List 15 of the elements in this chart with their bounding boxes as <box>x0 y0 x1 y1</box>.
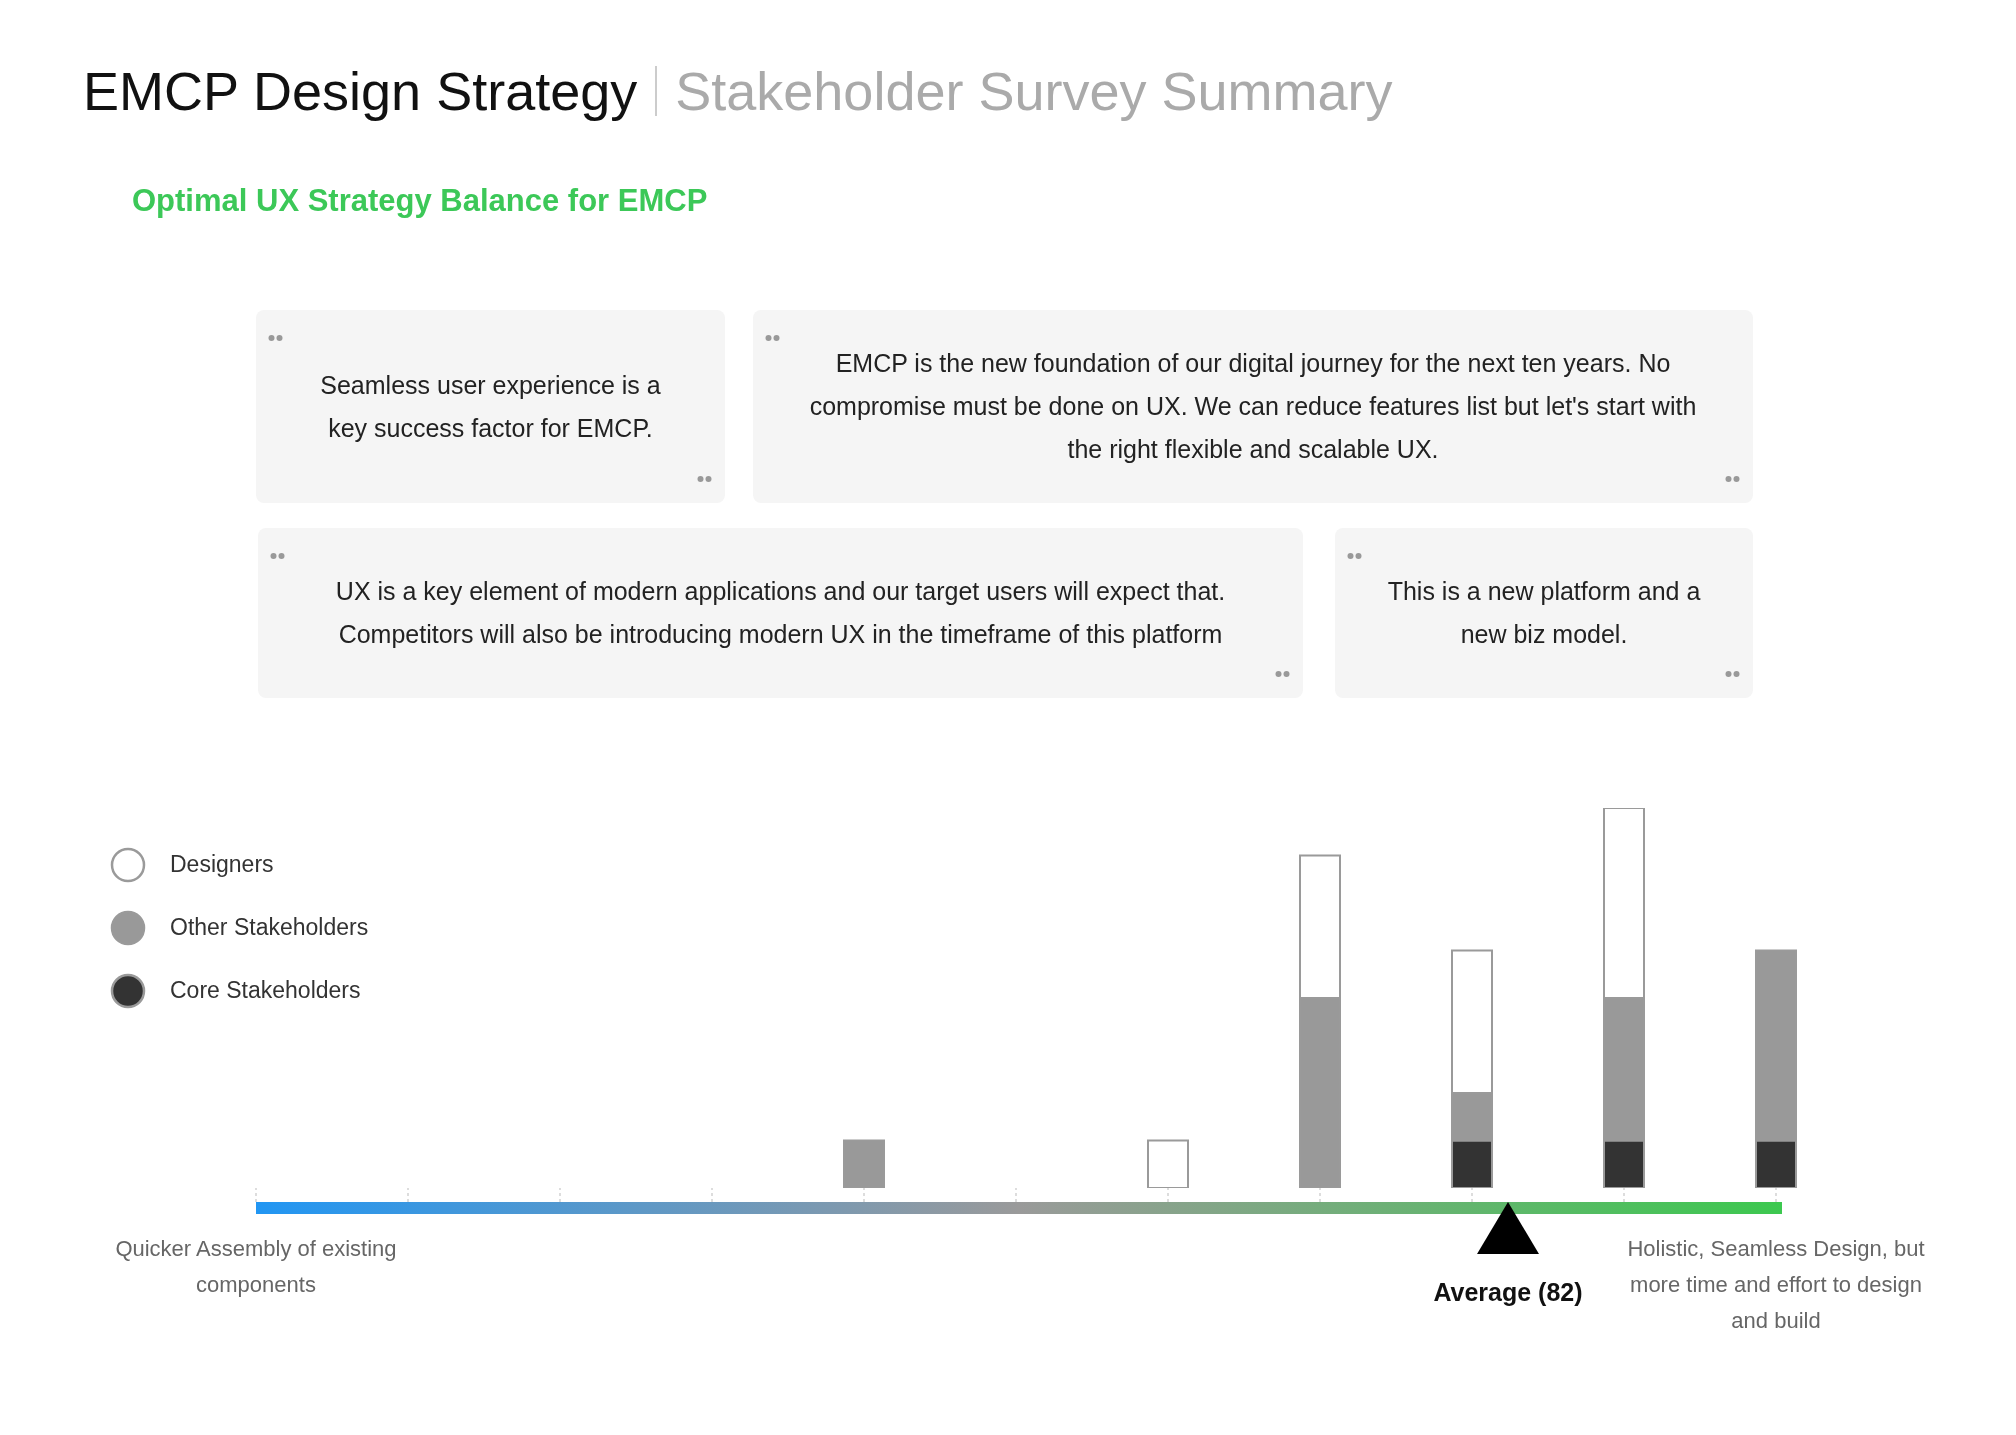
quote-card: UX is a key element of modern applications and our target users will expect that. Competitors will also be introducing modern UX in the timeframe of this platform <box>258 528 1303 698</box>
quote-card: Seamless user experience is a key success factor for EMCP. <box>256 310 725 503</box>
bar <box>843 1139 885 1188</box>
legend-label: Other Stakeholders <box>170 914 369 941</box>
x-tick-label: Holistic, Seamless Design, but more time and effort to design and build <box>1627 1236 1925 1333</box>
quote-card: EMCP is the new foundation of our digital journey for the next ten years. No compromise must be done on UX. We can reduce features list but let's start with the right flexible and scalable UX. <box>753 310 1753 503</box>
chart-title: EMCP Design Strategy <box>83 60 638 122</box>
x-tick-label: Quicker Assembly of existing components <box>115 1236 397 1297</box>
bar <box>1147 1139 1189 1188</box>
quote-card: This is a new platform and a new biz model. <box>1335 528 1753 698</box>
chart-subtitle: Stakeholder Survey Summary <box>675 60 1393 122</box>
text: Average (82) <box>1432 1278 1584 1307</box>
legend-label: Designers <box>170 851 274 878</box>
legend-label: Core Stakeholders <box>170 977 361 1004</box>
text: Optimal UX Strategy Balance for EMCP <box>132 183 708 219</box>
